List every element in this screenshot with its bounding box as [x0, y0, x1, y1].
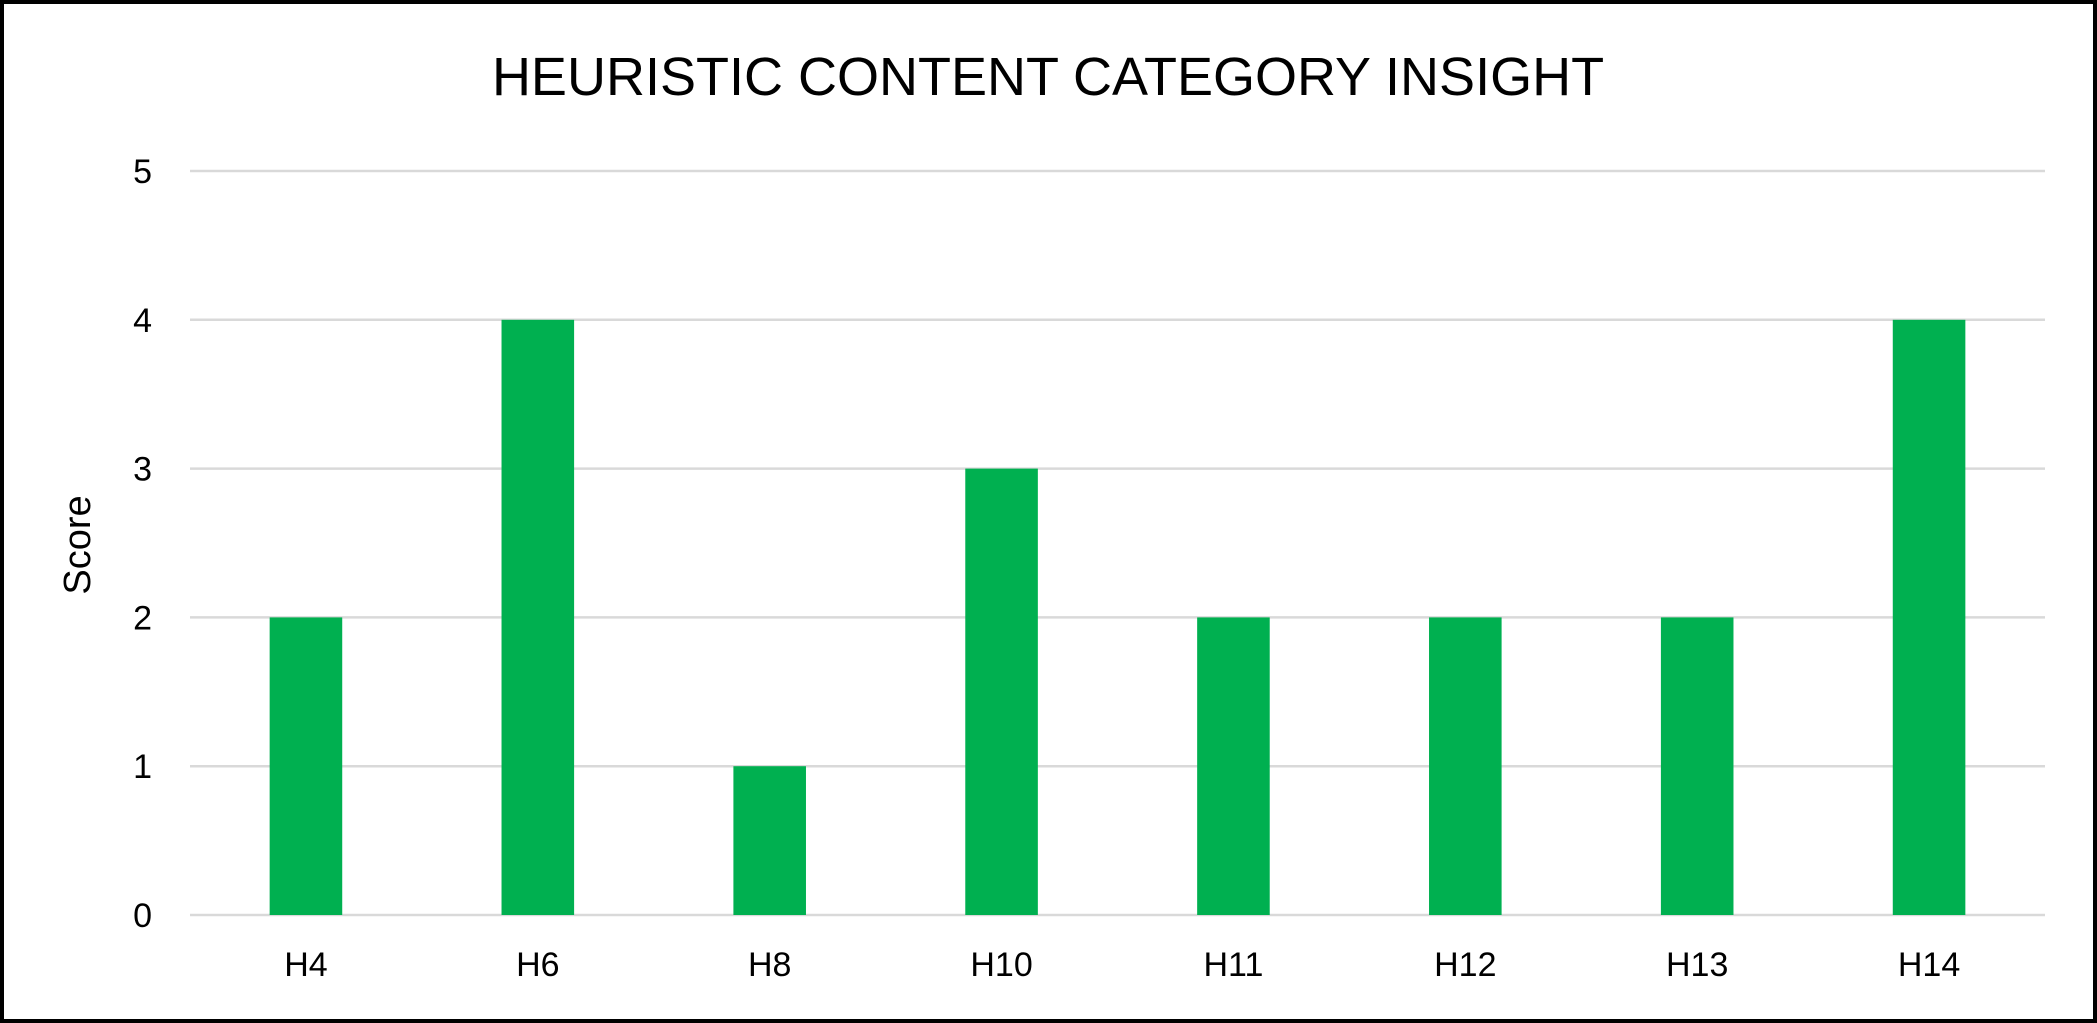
x-tick-label: H13: [1666, 946, 1728, 984]
bar-h6: [501, 319, 575, 915]
x-tick-label: H12: [1434, 946, 1496, 984]
bar-h14: [1892, 319, 1966, 915]
bar-h10: [965, 468, 1038, 915]
x-tick-label: H4: [284, 946, 327, 984]
bar-h8: [733, 766, 806, 915]
x-tick-label: H14: [1898, 946, 1960, 984]
bar-h4: [269, 617, 343, 915]
bar-chart: HEURISTIC CONTENT CATEGORY INSIGHT Score…: [57, 47, 2045, 984]
y-tick-label: 4: [133, 302, 152, 340]
y-tick-label: 3: [133, 451, 152, 489]
x-tick-label: H8: [748, 946, 791, 984]
y-tick-label: 2: [133, 599, 152, 637]
x-tick-label: H10: [970, 946, 1032, 984]
bar-h12: [1429, 617, 1502, 915]
gridlines: [190, 169, 2045, 917]
bars: [269, 319, 1966, 915]
bar-h13: [1660, 617, 1734, 915]
x-axis-ticks: H4 H6 H8 H10 H11 H12 H13 H14: [284, 946, 1960, 984]
x-tick-label: H11: [1204, 946, 1264, 984]
y-tick-label: 1: [133, 748, 152, 786]
chart-title: HEURISTIC CONTENT CATEGORY INSIGHT: [492, 47, 1604, 107]
bar-h11: [1197, 617, 1270, 915]
y-tick-label: 0: [133, 897, 152, 935]
x-tick-label: H6: [516, 946, 559, 984]
y-axis-ticks: 0 1 2 3 4 5: [133, 153, 152, 935]
y-tick-label: 5: [133, 153, 152, 191]
y-axis-label: Score: [57, 495, 99, 594]
